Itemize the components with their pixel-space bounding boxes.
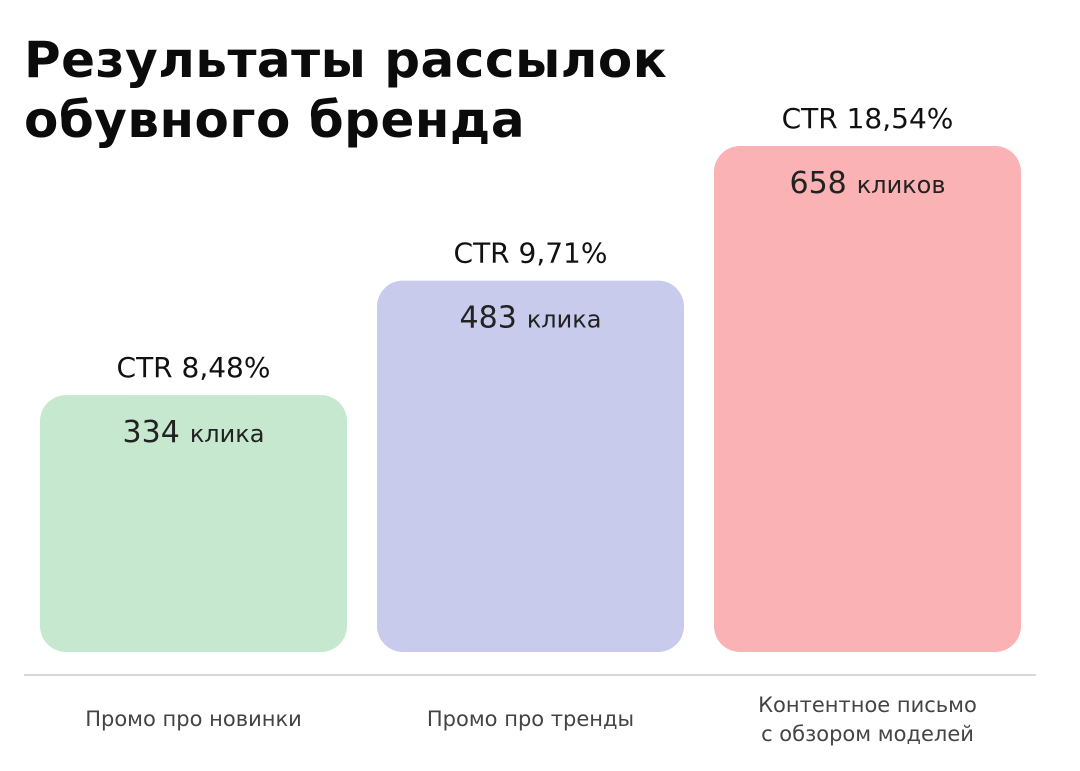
category-label-2: Промо про тренды (427, 707, 634, 731)
bar-3 (714, 146, 1021, 652)
ctr-label-3: CTR 18,54% (782, 102, 954, 135)
ctr-label-2: CTR 9,71% (454, 237, 608, 270)
category-label-1: Промо про новинки (85, 707, 302, 731)
clicks-number-1: 334 (123, 415, 180, 450)
category-label-3-line-2: с обзором моделей (761, 722, 974, 746)
clicks-label-3: 658 кликов (789, 166, 945, 201)
clicks-unit-1: клика (190, 420, 265, 448)
bar-2 (377, 280, 684, 652)
category-label-3-line-1: Контентное письмо (758, 693, 977, 717)
clicks-label-1: 334 клика (123, 415, 265, 450)
clicks-number-2: 483 (460, 301, 517, 336)
clicks-label-2: 483 клика (460, 301, 602, 336)
clicks-unit-3: кликов (857, 171, 946, 199)
chart-title-line-2: обувного бренда (24, 91, 526, 149)
clicks-number-3: 658 (789, 166, 846, 201)
chart-title-line-1: Результаты рассылок (24, 31, 668, 89)
bar-1 (40, 395, 347, 652)
clicks-unit-2: клика (527, 306, 602, 334)
ctr-label-1: CTR 8,48% (117, 351, 271, 384)
chart-title: Результаты рассылок обувного бренда (24, 30, 744, 150)
